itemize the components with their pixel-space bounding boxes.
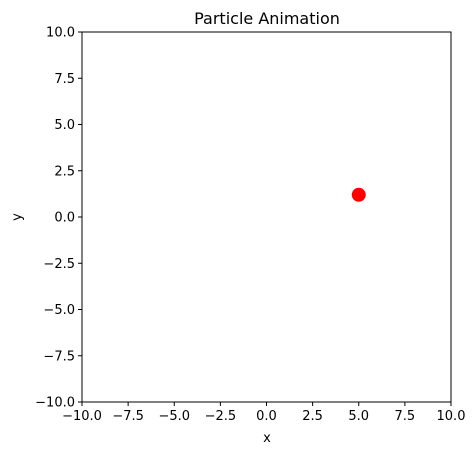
x-tick-label: −5.0	[158, 409, 190, 424]
x-tick-label: −10.0	[62, 409, 102, 424]
y-tick-label: −5.0	[43, 303, 75, 318]
y-axis-ticks: −10.0 −7.5 −5.0 −2.5 0.0 2.5 5.0 7.5 10.0	[35, 26, 82, 411]
y-axis-label: y	[10, 213, 25, 221]
y-tick-label: 0.0	[54, 211, 75, 226]
x-tick-label: 0.0	[256, 409, 277, 424]
y-tick-label: −7.5	[43, 349, 75, 364]
plot-area	[81, 31, 452, 403]
particle-point	[351, 187, 366, 202]
y-tick-label: −2.5	[43, 257, 75, 272]
x-tick-label: −7.5	[112, 409, 144, 424]
x-tick-label: 7.5	[395, 409, 416, 424]
x-tick-label: 2.5	[302, 409, 323, 424]
chart-title: Particle Animation	[194, 9, 340, 28]
data-points	[351, 187, 366, 202]
x-axis-ticks: −10.0 −7.5 −5.0 −2.5 0.0 2.5 5.0 7.5 10.0	[62, 402, 465, 424]
x-axis-label: x	[263, 431, 271, 446]
y-tick-label: 10.0	[46, 26, 75, 41]
y-tick-label: −10.0	[35, 396, 75, 411]
x-tick-label: −2.5	[205, 409, 237, 424]
x-tick-label: 5.0	[348, 409, 369, 424]
y-tick-label: 2.5	[54, 164, 75, 179]
y-tick-label: 5.0	[54, 118, 75, 133]
x-tick-label: 10.0	[437, 409, 466, 424]
y-tick-label: 7.5	[54, 72, 75, 87]
